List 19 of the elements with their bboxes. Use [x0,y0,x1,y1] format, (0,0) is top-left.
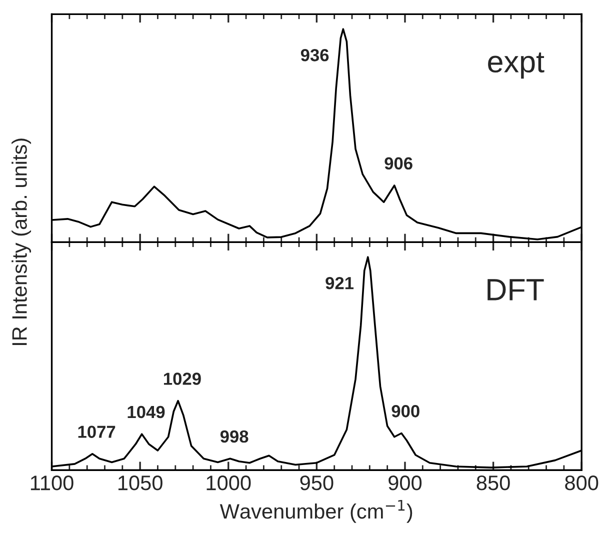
annotation: expt [488,52,544,79]
x-tick-label: 1100 [30,476,74,490]
annotation: 998 [220,430,248,443]
annotation: 1029 [164,372,201,385]
x-tick-label: 800 [565,476,598,490]
x-axis-title: Wavenumber (cm$^{−1}$) [220,500,412,523]
x-tick-label: 950 [300,476,334,490]
annotation: 1077 [78,426,116,438]
x-tick-label: 850 [476,476,510,490]
annotation: 921 [326,276,354,290]
annotation: 1049 [128,406,165,418]
y-axis-title: IR Intensity (arb. units) [12,138,32,346]
x-tick-label: 1050 [118,476,162,490]
annotation: 906 [384,157,412,170]
annotation: 936 [300,49,329,62]
annotation: DFT [488,279,544,300]
x-tick-label: 900 [388,476,422,490]
annotation: 900 [392,405,420,418]
x-tick-label: 1000 [206,476,251,490]
